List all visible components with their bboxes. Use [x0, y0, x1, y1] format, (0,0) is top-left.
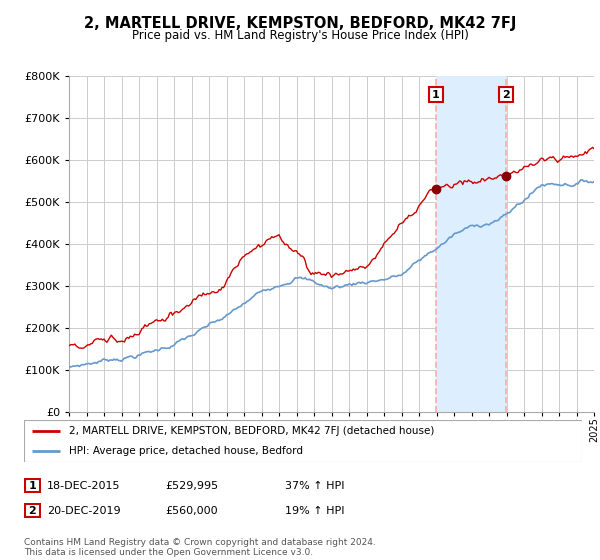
Text: 20-DEC-2019: 20-DEC-2019	[47, 506, 121, 516]
Text: £529,995: £529,995	[165, 480, 218, 491]
Bar	[436, 76, 506, 412]
Text: HPI: Average price, detached house, Bedford: HPI: Average price, detached house, Bedf…	[68, 446, 302, 456]
Text: 2, MARTELL DRIVE, KEMPSTON, BEDFORD, MK42 7FJ: 2, MARTELL DRIVE, KEMPSTON, BEDFORD, MK4…	[84, 16, 516, 31]
Text: Contains HM Land Registry data © Crown copyright and database right 2024.
This d: Contains HM Land Registry data © Crown c…	[24, 538, 376, 557]
Text: 19% ↑ HPI: 19% ↑ HPI	[285, 506, 344, 516]
Text: 2, MARTELL DRIVE, KEMPSTON, BEDFORD, MK42 7FJ (detached house): 2, MARTELL DRIVE, KEMPSTON, BEDFORD, MK4…	[68, 426, 434, 436]
Text: 1: 1	[432, 90, 440, 100]
Text: 2: 2	[502, 90, 510, 100]
Text: 18-DEC-2015: 18-DEC-2015	[47, 480, 120, 491]
Text: £560,000: £560,000	[165, 506, 218, 516]
Text: Price paid vs. HM Land Registry's House Price Index (HPI): Price paid vs. HM Land Registry's House …	[131, 29, 469, 42]
Text: 2: 2	[29, 506, 36, 516]
Text: 37% ↑ HPI: 37% ↑ HPI	[285, 480, 344, 491]
Text: 1: 1	[29, 480, 36, 491]
